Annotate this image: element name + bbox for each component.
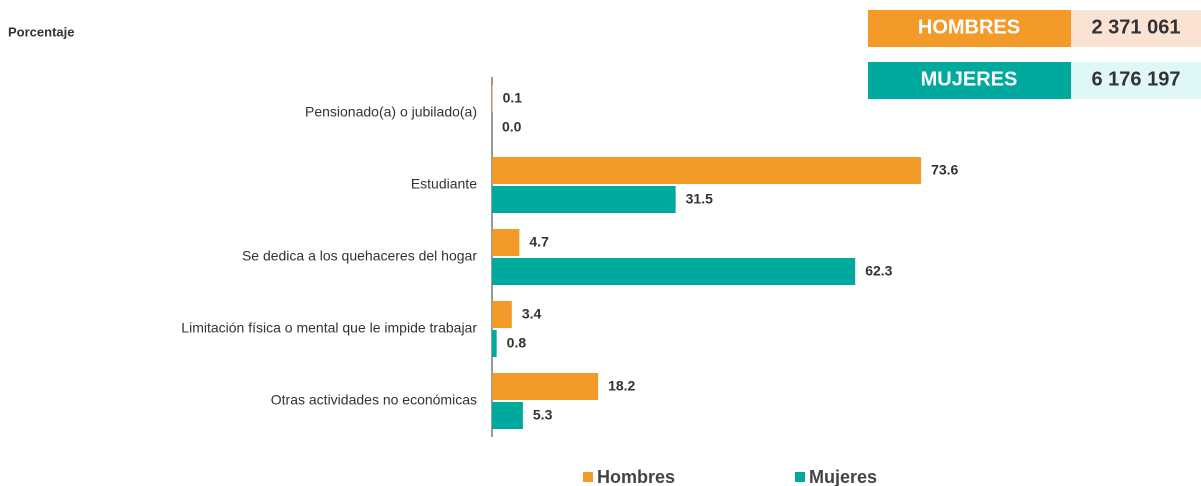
value-label: 18.2 — [608, 378, 635, 394]
legend-label: Hombres — [597, 467, 675, 486]
total-name-box — [868, 62, 1071, 99]
legend-label: Mujeres — [809, 467, 877, 486]
bar — [492, 301, 512, 328]
category-label: Estudiante — [411, 176, 477, 192]
category-label: Se dedica a los quehaceres del hogar — [242, 248, 477, 264]
axis-label: Porcentaje — [8, 24, 74, 39]
total-name-box — [868, 10, 1071, 47]
bar — [492, 373, 599, 400]
total-value-box — [1071, 10, 1201, 47]
total-name: HOMBRES — [918, 16, 1020, 38]
value-label: 0.0 — [502, 119, 522, 135]
bar — [492, 258, 856, 285]
value-label: 5.3 — [533, 407, 553, 423]
bar — [492, 186, 676, 213]
category-label: Limitación física o mental que le impide… — [181, 320, 477, 336]
value-label: 0.8 — [507, 335, 527, 351]
bar — [492, 330, 497, 357]
legend-swatch — [583, 472, 593, 482]
bar — [492, 85, 493, 112]
total-name: MUJERES — [921, 68, 1018, 90]
value-label: 73.6 — [931, 162, 958, 178]
category-label: Otras actividades no económicas — [271, 392, 477, 408]
bar — [492, 157, 922, 184]
bar — [492, 229, 520, 256]
value-label: 0.1 — [503, 90, 523, 106]
total-value: 2 371 061 — [1092, 16, 1181, 38]
legend-swatch — [795, 472, 805, 482]
bar — [492, 402, 523, 429]
total-value: 6 176 197 — [1092, 68, 1181, 90]
value-label: 62.3 — [865, 263, 892, 279]
value-label: 31.5 — [686, 191, 713, 207]
value-label: 4.7 — [529, 234, 549, 250]
total-value-box — [1071, 62, 1201, 99]
value-label: 3.4 — [522, 306, 542, 322]
category-label: Pensionado(a) o jubilado(a) — [305, 104, 477, 120]
